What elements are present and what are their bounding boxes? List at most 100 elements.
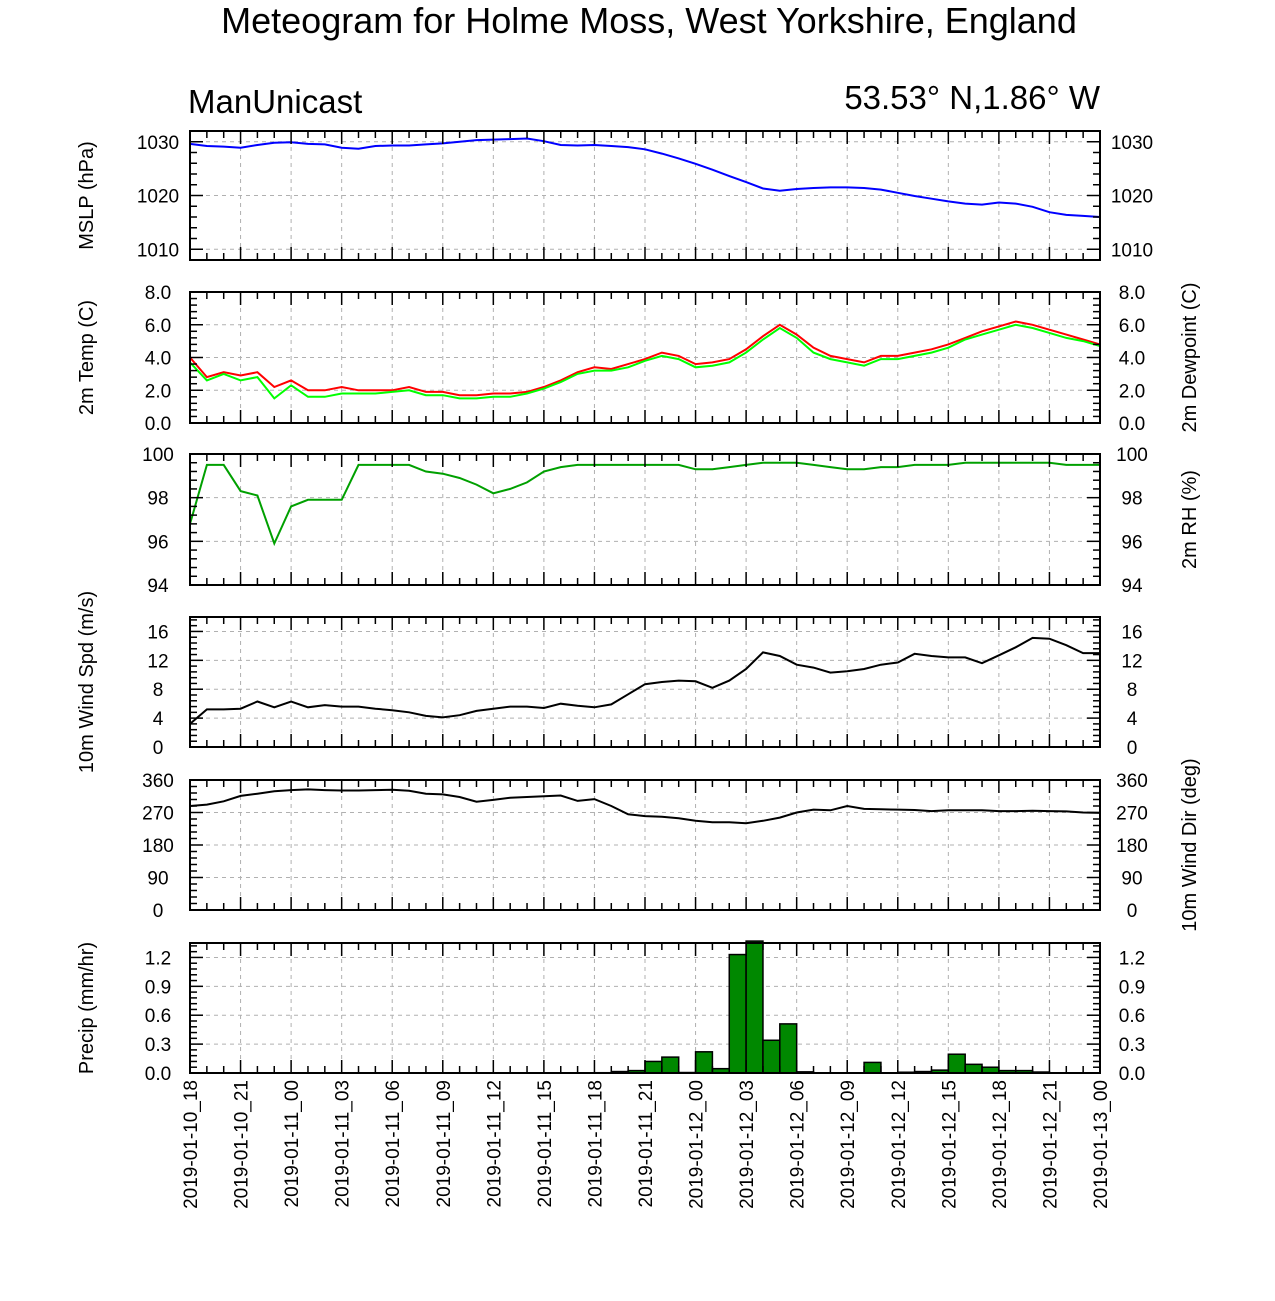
y-tick-label: 12 [147,651,168,672]
y-tick-label: 4 [1127,709,1138,730]
y-axis-label: 10m Wind Spd (m/s) [76,591,98,773]
y-tick-label: 6.0 [1119,316,1145,337]
y-tick-label: 270 [1116,804,1148,825]
y-tick-label: 0.3 [1119,1035,1145,1056]
y-axis-label-right: 2m RH (%) [1179,470,1201,569]
x-axis: 2019-01-10_18 2019-01-10_21 2019-01-11_00 2… [181,1080,1112,1209]
y-tick-label: 6.0 [145,316,171,337]
y-tick-label: 0.0 [1119,414,1145,435]
y-tick-label: 8.0 [145,283,171,304]
y-tick-label: 98 [1121,489,1142,510]
y-tick-label: 100 [1116,445,1148,466]
panel-0: 1010 1010 1020 1020 1030 1030 MSLP (hPa) [76,130,1153,261]
x-tick-label: 2019-01-11_03 [333,1080,354,1207]
panel-5: 0.0 0.0 0.3 0.3 0.6 0.6 0.9 0.9 1.2 1.2 Precip (mm… [76,940,1145,1085]
y-tick-label: 0.6 [145,1006,171,1027]
y-tick-label: 0.9 [1119,977,1145,998]
y-tick-label: 1.2 [145,948,171,969]
precip-bar [863,1061,882,1074]
x-tick-label: 2019-01-11_12 [484,1080,505,1207]
y-tick-label: 360 [142,771,174,792]
y-tick-label: 8 [153,680,164,701]
chart-title: Meteogram for Holme Moss, West Yorkshire… [221,0,1077,41]
y-tick-label: 0 [1127,738,1138,759]
x-tick-label: 2019-01-11_21 [636,1080,657,1207]
y-tick-label: 0.0 [145,414,171,435]
y-tick-label: 96 [147,532,168,553]
y-tick-label: 4 [153,709,164,730]
y-tick-label: 0.0 [145,1064,171,1085]
panel-2: 94 94 96 96 98 98 100 100 2m RH (%) [142,445,1201,597]
precip-bar [779,1023,798,1074]
x-tick-label: 2019-01-12_18 [990,1080,1011,1209]
y-tick-label: 2.0 [1119,381,1145,402]
y-axis-label-right: 2m Dewpoint (C) [1179,282,1201,432]
y-tick-label: 1020 [137,187,179,208]
y-tick-label: 270 [142,804,174,825]
y-tick-label: 8 [1127,680,1138,701]
y-tick-label: 2.0 [145,381,171,402]
x-tick-label: 2019-01-12_21 [1040,1080,1061,1209]
y-tick-label: 0.0 [1119,1064,1145,1085]
series-line [189,137,1101,218]
y-tick-label: 0 [1127,901,1138,922]
y-tick-label: 90 [1121,869,1142,890]
x-tick-label: 2019-01-11_15 [535,1080,556,1207]
x-tick-label: 2019-01-10_18 [181,1080,202,1209]
x-tick-label: 2019-01-12_09 [838,1080,859,1209]
x-tick-label: 2019-01-12_15 [939,1080,960,1209]
y-tick-label: 1020 [1111,187,1153,208]
y-axis-label: 2m Temp (C) [76,300,98,415]
y-axis-label-right: 10m Wind Dir (deg) [1179,758,1201,931]
precip-bar [745,940,764,1074]
x-tick-label: 2019-01-11_00 [282,1080,303,1207]
precip-bar [661,1056,680,1074]
y-tick-label: 1010 [1111,240,1153,261]
y-tick-label: 1030 [137,133,179,154]
y-tick-label: 1010 [137,240,179,261]
panel-4: 0 0 90 90 180 180 270 270 360 360 10m Wind Dir (de… [142,758,1201,931]
x-tick-label: 2019-01-11_06 [383,1080,404,1207]
x-tick-label: 2019-01-11_09 [434,1080,455,1207]
y-tick-label: 94 [1121,576,1143,597]
y-tick-label: 0.9 [145,977,171,998]
model-name: ManUnicast [188,83,362,120]
y-tick-label: 4.0 [145,349,171,370]
y-tick-label: 96 [1121,532,1142,553]
y-tick-label: 12 [1121,651,1142,672]
x-tick-label: 2019-01-11_18 [585,1080,606,1207]
y-tick-label: 0.3 [145,1035,171,1056]
x-tick-label: 2019-01-12_00 [687,1080,708,1209]
precip-bar [964,1063,983,1074]
precip-bar [644,1060,663,1074]
y-tick-label: 16 [147,622,168,643]
series-line [189,320,1101,397]
precip-bar [947,1053,966,1074]
y-tick-label: 0 [153,901,164,922]
y-tick-label: 90 [147,869,168,890]
y-tick-label: 1030 [1111,133,1153,154]
y-tick-label: 180 [142,836,174,857]
panel-1: 0.0 0.0 2.0 2.0 4.0 4.0 6.0 6.0 8.0 8.0 2m Temp (C… [76,282,1201,435]
y-tick-label: 360 [1116,771,1148,792]
precip-bar [762,1039,781,1074]
y-tick-label: 94 [147,576,169,597]
series-line [189,323,1101,400]
x-tick-label: 2019-01-13_00 [1091,1080,1112,1209]
location-coords: 53.53° N,1.86° W [844,79,1101,116]
y-axis-label: Precip (mm/hr) [76,942,98,1074]
y-tick-label: 1.2 [1119,948,1145,969]
y-tick-label: 0 [153,738,164,759]
y-tick-label: 4.0 [1119,349,1145,370]
precip-bar [728,953,747,1074]
precip-bar [694,1051,714,1074]
panel-3: 0 0 4 4 8 8 12 12 16 16 10m Wind Spd (m/s) [76,591,1143,773]
y-tick-label: 16 [1121,622,1142,643]
y-axis-label: MSLP (hPa) [76,141,98,250]
y-tick-label: 98 [147,489,168,510]
y-tick-label: 8.0 [1119,283,1145,304]
x-tick-label: 2019-01-12_06 [788,1080,809,1209]
x-tick-label: 2019-01-10_21 [232,1080,253,1209]
